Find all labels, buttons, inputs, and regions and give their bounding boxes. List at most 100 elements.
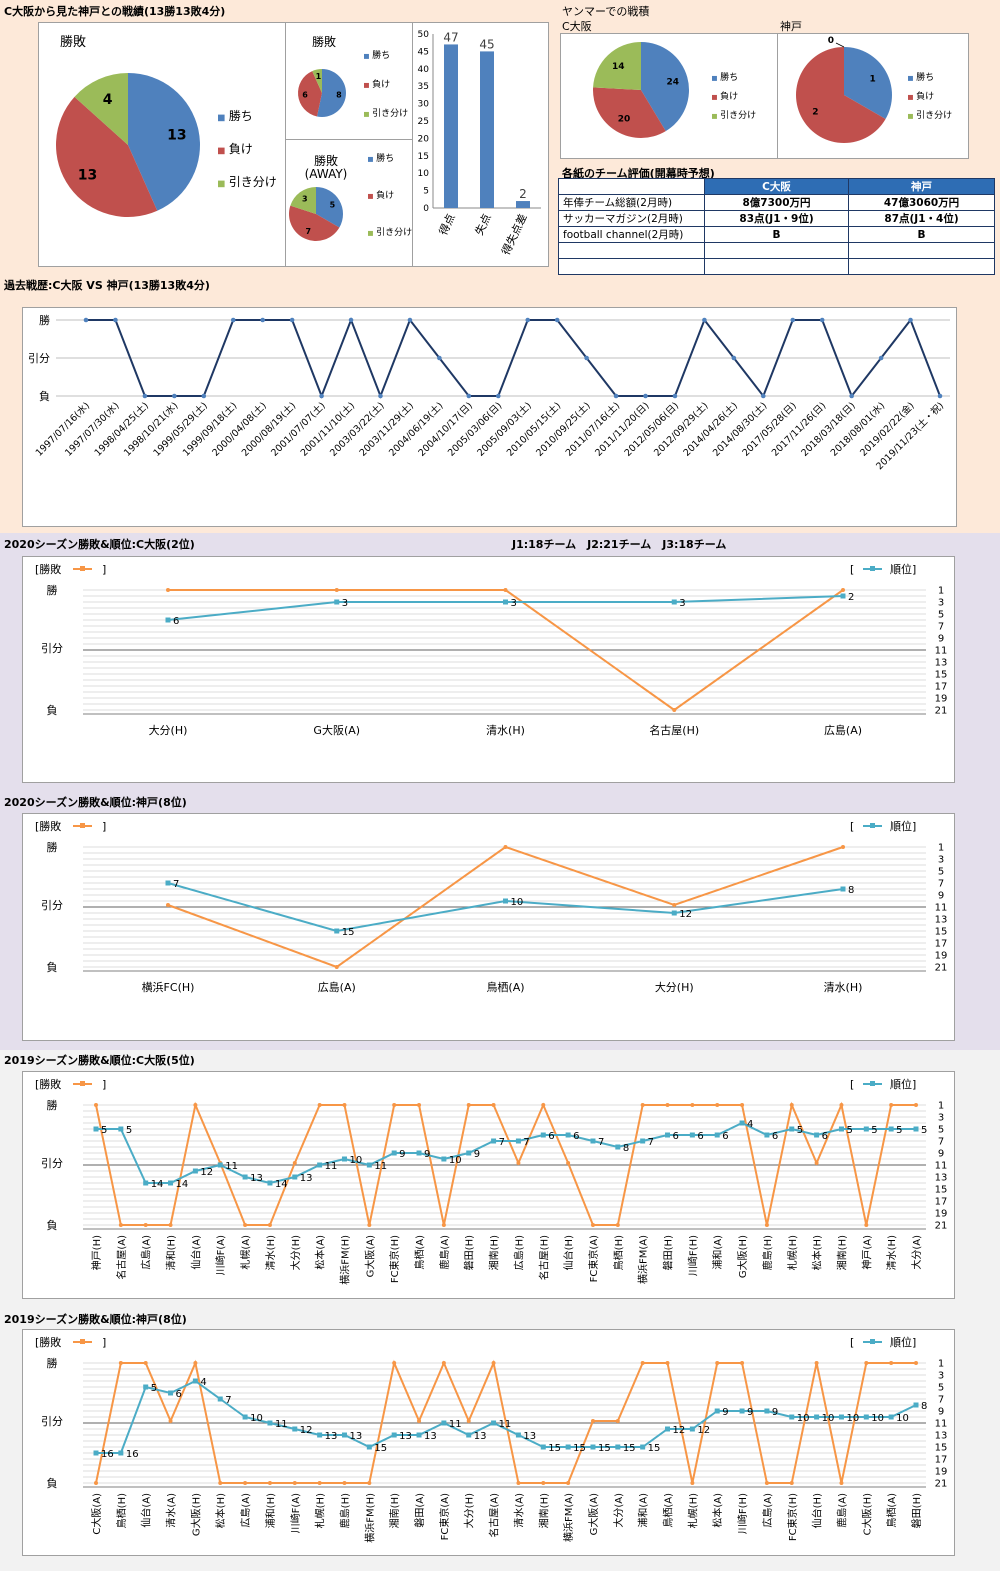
legend-swatch — [908, 113, 913, 119]
result-point — [715, 1361, 720, 1365]
pie-data-label: 8 — [336, 91, 342, 100]
league-note: J1:18チーム J2:21チーム J3:18チーム — [512, 538, 727, 551]
result-point — [590, 1223, 595, 1227]
result-point — [665, 1361, 670, 1365]
legend-swatch — [364, 53, 369, 59]
rank-data-label: 8 — [848, 885, 854, 896]
legend-rank-label: 順位] — [890, 1335, 916, 1349]
result-point — [243, 1223, 248, 1227]
result-point — [764, 1481, 769, 1485]
rank-point — [466, 1150, 472, 1156]
pie-slice — [290, 187, 316, 214]
result-point — [491, 1361, 496, 1365]
rank-data-label: 6 — [176, 1389, 182, 1400]
rank-point — [334, 599, 340, 605]
rank-series-line — [96, 1379, 917, 1454]
y-tick-label: 勝 — [47, 583, 58, 597]
rank-point — [590, 1138, 596, 1144]
x-tick-label: 2014/04/26(土) — [681, 400, 740, 459]
rank-data-label: 10 — [846, 1413, 859, 1424]
result-point — [841, 588, 845, 592]
rank-data-label: 12 — [679, 909, 692, 920]
x-tick-label: 磐田(H) — [662, 1235, 675, 1270]
rank-point — [267, 1420, 273, 1426]
rank-data-label: 4 — [200, 1377, 206, 1388]
table-cell: サッカーマガジン(2月時) — [558, 210, 705, 227]
rank-data-label: 7 — [648, 1137, 654, 1148]
rank-tick-label: 13 — [935, 1173, 948, 1184]
rank-point — [118, 1126, 124, 1132]
legend-bracket: ] — [102, 1336, 106, 1349]
legend-swatch — [712, 75, 717, 81]
result-point — [292, 1481, 297, 1485]
result-series-line — [95, 1101, 916, 1226]
x-tick-label: 鳥栖(A) — [486, 980, 524, 994]
rank-data-label: 3 — [342, 598, 348, 609]
rank-data-label: 9 — [399, 1149, 405, 1160]
result-point — [640, 1103, 645, 1107]
x-tick-label: 横浜FM(H) — [363, 1493, 376, 1543]
rank-data-label: 10 — [511, 897, 524, 908]
pie-slice — [795, 47, 886, 143]
x-tick-label: 札幌(A) — [239, 1235, 252, 1270]
legend-result-label: [勝敗 — [35, 562, 61, 576]
table-cell: 47億3060万円 — [848, 194, 995, 211]
pie-data-label: 14 — [612, 62, 625, 72]
x-tick-label: 仙台(A) — [140, 1493, 153, 1528]
rank-point — [292, 1174, 298, 1180]
rank-data-label: 5 — [151, 1383, 157, 1394]
rank-point — [491, 1138, 497, 1144]
x-tick-label: 大分(H) — [463, 1493, 476, 1528]
legend-rank-label: 順位] — [890, 819, 916, 833]
legend-rank-marker — [870, 1081, 875, 1086]
history-series-line — [86, 317, 941, 399]
data-point — [525, 317, 531, 323]
rank-data-label: 8 — [921, 1401, 927, 1412]
rank-point — [640, 1444, 646, 1450]
legend-label: 勝ち — [372, 49, 390, 61]
x-tick-label: FC東京(H) — [388, 1235, 401, 1283]
rank-point — [143, 1180, 149, 1186]
bar-data-label: 47 — [443, 30, 458, 44]
rank-tick-label: 5 — [938, 610, 944, 621]
table-header-cell — [558, 178, 705, 195]
legend-label: 引き分け — [720, 110, 756, 121]
data-point — [554, 317, 560, 323]
rank-data-label: 15 — [374, 1443, 387, 1454]
data-point — [230, 317, 236, 323]
legend-result-marker — [80, 1339, 85, 1344]
rank-tick-label: 15 — [935, 927, 948, 938]
rank-data-label: 14 — [151, 1179, 164, 1190]
rank-point — [503, 898, 508, 904]
x-tick-label: 鳥栖(H) — [115, 1493, 128, 1528]
y-tick-label: 引分 — [41, 898, 63, 912]
result-point — [243, 1481, 248, 1485]
pie-data-label: 5 — [330, 200, 336, 209]
rank-tick-label: 19 — [935, 1209, 948, 1220]
rank-data-label: 15 — [573, 1443, 586, 1454]
y-tick-label: 引分 — [28, 351, 50, 365]
y-tick-label: 引分 — [41, 1414, 63, 1428]
x-tick-label: 神戸(A) — [860, 1235, 873, 1270]
rank-data-label: 16 — [101, 1449, 114, 1460]
rank-data-label: 11 — [275, 1419, 288, 1430]
x-tick-label: 清水(H) — [824, 981, 863, 994]
result-point — [193, 1103, 198, 1107]
result-point — [814, 1361, 819, 1365]
rank-data-label: 15 — [342, 927, 355, 938]
x-tick-label: 2012/09/29(土) — [651, 400, 710, 459]
result-point — [334, 965, 339, 969]
rank-tick-label: 1 — [938, 843, 944, 854]
rank-point — [814, 1132, 820, 1138]
x-tick-label: 2003/11/29(土) — [357, 400, 416, 459]
result-point — [839, 1481, 844, 1485]
rank-point — [840, 593, 846, 599]
rank-tick-label: 7 — [938, 622, 944, 633]
x-tick-label: 鳥栖(A) — [413, 1235, 426, 1270]
rank-data-label: 9 — [722, 1407, 728, 1418]
x-tick-label: 川崎F(A) — [289, 1493, 302, 1533]
rank-tick-label: 17 — [935, 1197, 948, 1208]
rank-point — [838, 1126, 844, 1132]
result-point — [392, 1361, 397, 1365]
legend-bracket: [ — [850, 1336, 854, 1349]
